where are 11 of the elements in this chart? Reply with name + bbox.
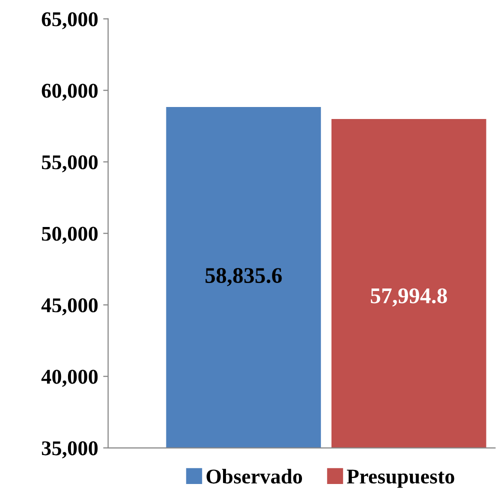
data-label: 58,835.6 bbox=[206, 268, 282, 286]
legend-label: Presupuesto bbox=[346, 470, 454, 488]
y-tick-label: 50,000 bbox=[42, 226, 98, 244]
legend-label: Observado bbox=[206, 468, 302, 484]
y-tick-label: 65,000 bbox=[42, 12, 98, 30]
y-tick-label: 60,000 bbox=[42, 84, 98, 101]
y-tick-label: 35,000 bbox=[42, 441, 98, 458]
data-label: 57,994.8 bbox=[370, 288, 447, 307]
y-tick-label: 40,000 bbox=[41, 370, 98, 387]
y-tick-label: 55,000 bbox=[42, 155, 98, 172]
y-tick-label: 45,000 bbox=[41, 298, 98, 316]
